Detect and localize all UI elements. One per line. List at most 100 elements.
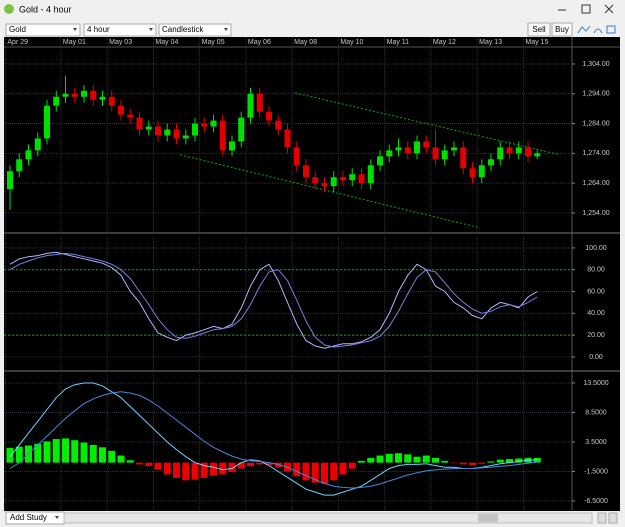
x-tick-label: May 03 <box>109 39 132 46</box>
tool-icon[interactable] <box>593 28 603 34</box>
candle-body <box>164 129 171 136</box>
y-tick-label: 80.00 <box>587 267 605 274</box>
candle-body <box>515 147 522 154</box>
histogram-bar <box>330 462 338 481</box>
candle-body <box>90 90 97 100</box>
histogram-bar <box>15 446 23 463</box>
y-tick-label: 0.00 <box>589 354 603 361</box>
histogram-bar <box>265 462 273 465</box>
candle-body <box>330 177 337 187</box>
histogram-bar <box>200 462 208 478</box>
style-label: Candlestick <box>162 25 204 34</box>
histogram-bar <box>478 462 486 464</box>
candle-body <box>488 159 494 166</box>
indicator-line <box>9 391 538 489</box>
candle-body <box>201 123 208 127</box>
histogram-bar <box>506 459 513 463</box>
histogram-bar <box>34 443 42 463</box>
histogram-bar <box>302 462 310 481</box>
histogram-bar <box>163 462 171 475</box>
indicator-line <box>9 251 538 349</box>
candle-body <box>432 147 439 160</box>
histogram-bar <box>441 460 449 463</box>
histogram-bar <box>293 462 301 477</box>
tool-icon[interactable] <box>606 25 616 34</box>
histogram-bar <box>136 462 143 465</box>
candle-body <box>192 123 198 136</box>
candle-body <box>395 147 402 151</box>
histogram-bar <box>358 460 365 463</box>
scrollbar-thumb[interactable] <box>478 514 498 522</box>
candle-body <box>275 120 282 130</box>
x-tick-label: May 13 <box>479 39 502 46</box>
buy-button[interactable] <box>551 22 573 37</box>
histogram-bar <box>487 461 495 463</box>
indicator-line <box>9 382 538 496</box>
candle-body <box>441 150 448 160</box>
histogram-bar <box>6 447 14 463</box>
candle-body <box>256 93 263 112</box>
x-tick-label: May 01 <box>63 39 86 46</box>
candle-body <box>303 165 309 178</box>
x-tick-label: May 04 <box>155 39 178 46</box>
close-button[interactable] <box>604 4 614 14</box>
candle-body <box>99 96 106 100</box>
app-icon <box>4 4 14 14</box>
histogram-bar <box>385 453 393 463</box>
histogram-bar <box>432 457 439 463</box>
candle-body <box>266 111 272 121</box>
window-title: Gold - 4 hour <box>19 4 72 14</box>
histogram-bar <box>339 462 347 475</box>
dropdown-arrow <box>55 516 59 519</box>
symbol-dropdown[interactable] <box>5 23 81 37</box>
zoom-button[interactable] <box>597 512 607 524</box>
histogram-bar <box>219 462 227 475</box>
candle-body <box>173 129 180 139</box>
candle-body <box>423 141 430 148</box>
candle-body <box>469 168 476 178</box>
y-tick-label: -1.5000 <box>584 468 608 475</box>
histogram-bar <box>311 462 319 483</box>
y-tick-label: 1,274.00 <box>582 150 609 157</box>
candle-body <box>145 126 152 130</box>
scrollbar[interactable] <box>63 512 593 524</box>
y-tick-label: 1,254.00 <box>582 210 609 217</box>
zoom-button[interactable] <box>608 512 618 524</box>
panel-title: MACD (12, 26, 9) <box>7 372 70 381</box>
candle-body <box>525 147 531 157</box>
x-tick-label: May 06 <box>248 39 271 46</box>
candle-body <box>108 96 115 106</box>
add-study-label: Add Study <box>10 513 47 522</box>
candle-body <box>321 183 328 187</box>
sell-button[interactable] <box>527 22 551 37</box>
histogram-bar <box>395 453 402 463</box>
histogram-bar <box>376 455 384 463</box>
style-dropdown[interactable] <box>158 23 232 37</box>
histogram-bar <box>62 438 69 463</box>
interval-dropdown[interactable] <box>83 23 157 37</box>
candle-body <box>219 120 226 151</box>
maximize-button[interactable] <box>581 4 591 14</box>
tool-icon[interactable] <box>577 25 591 34</box>
candle-body <box>478 165 485 178</box>
candle-body <box>53 96 60 106</box>
candle-body <box>340 177 346 181</box>
candle-body <box>155 126 161 136</box>
x-tick-label: May 15 <box>525 39 548 46</box>
histogram-bar <box>515 458 523 463</box>
y-tick-label: 40.00 <box>587 310 605 317</box>
histogram-bar <box>117 455 125 463</box>
histogram-bar <box>533 457 541 463</box>
x-tick-label: May 10 <box>340 39 363 46</box>
y-tick-label: 8.5000 <box>585 409 607 416</box>
candle-body <box>62 93 69 97</box>
histogram-bar <box>459 462 467 465</box>
chart-background <box>4 37 620 511</box>
candle-body <box>238 117 245 142</box>
candle-body <box>349 174 356 181</box>
x-tick-label: May 11 <box>387 39 410 46</box>
y-tick-label: 3.5000 <box>585 439 607 446</box>
trend-line <box>294 92 561 156</box>
y-tick-label: 13.5000 <box>583 380 608 387</box>
